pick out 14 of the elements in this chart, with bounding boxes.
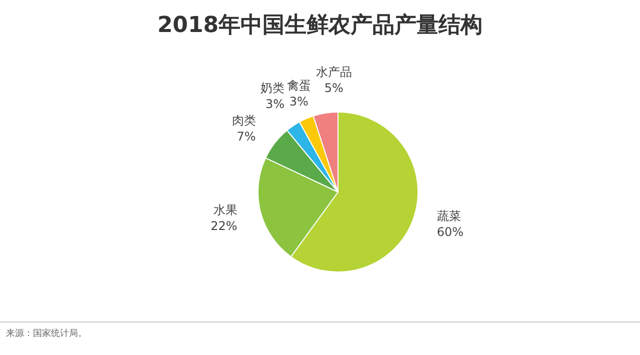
chart-title: 2018年中国生鲜农产品产量结构	[157, 12, 483, 38]
slice-label: 奶类	[260, 80, 285, 95]
slice-label: 肉类	[232, 113, 256, 128]
data-label: 3%	[266, 96, 285, 111]
slice-label: 蔬菜	[436, 209, 461, 224]
slice-label: 水果	[213, 202, 238, 217]
data-label: 5%	[324, 81, 344, 96]
slice-label: 禽蛋	[286, 78, 311, 92]
source-note: 来源：国家统计局。	[6, 328, 87, 339]
data-label: 3%	[289, 94, 308, 108]
data-label: 60%	[436, 225, 464, 240]
slice-label: 水产品	[316, 65, 352, 80]
data-label: 7%	[236, 129, 256, 144]
data-label: 22%	[210, 218, 238, 233]
